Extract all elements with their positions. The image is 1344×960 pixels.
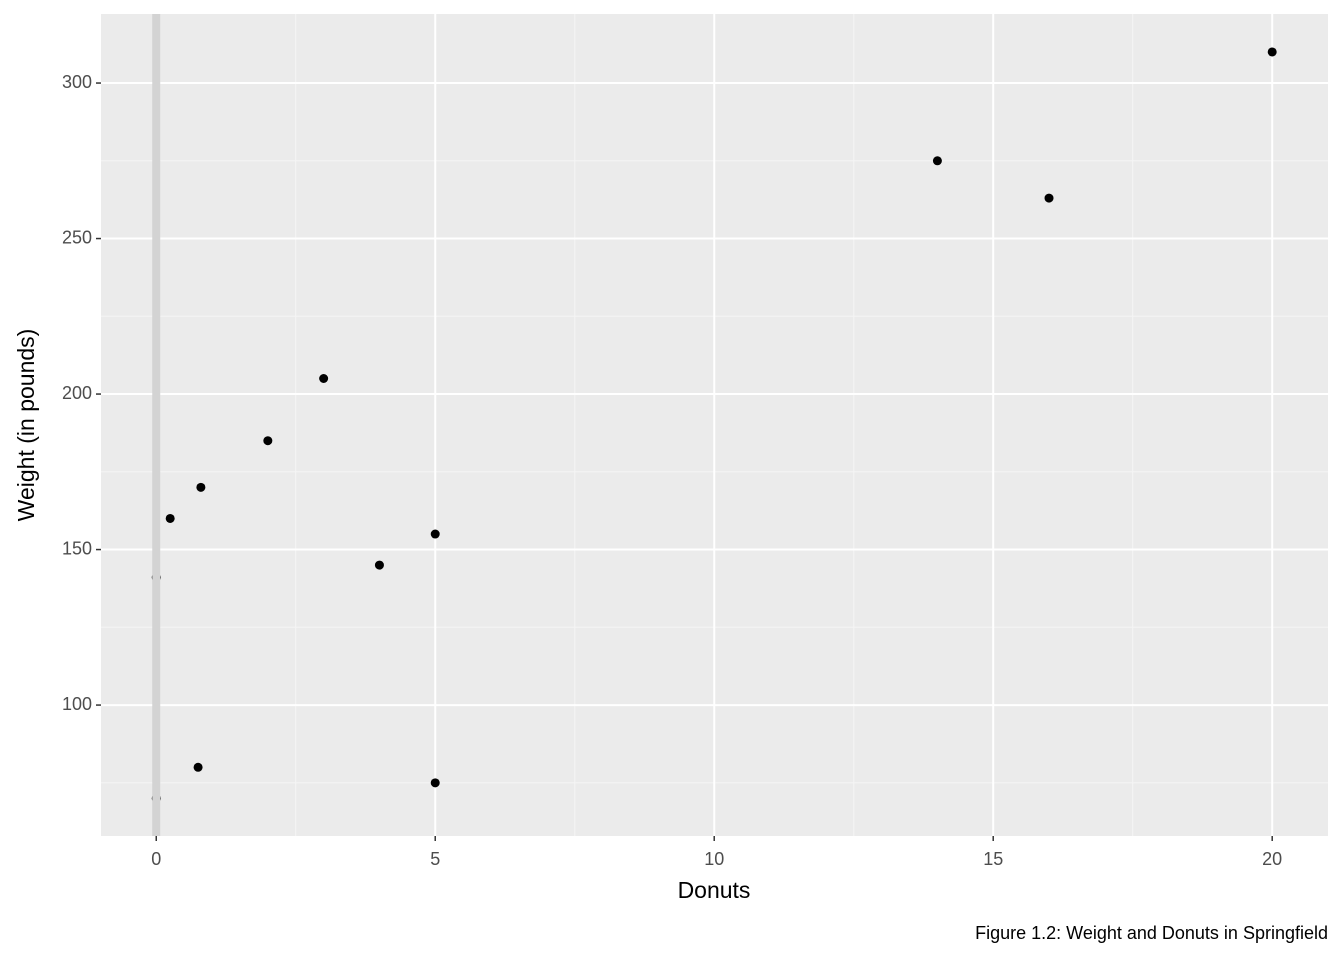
point bbox=[430, 529, 440, 539]
x-tick-label: 15 bbox=[983, 849, 1003, 869]
x-tick-label: 20 bbox=[1262, 849, 1282, 869]
y-tick-label: 200 bbox=[62, 383, 92, 403]
point bbox=[932, 156, 942, 166]
x-axis-title: Donuts bbox=[678, 877, 751, 903]
x-tick-label: 5 bbox=[430, 849, 440, 869]
caption: Figure 1.2: Weight and Donuts in Springf… bbox=[975, 923, 1328, 943]
y-tick-label: 100 bbox=[62, 694, 92, 714]
point bbox=[319, 374, 329, 384]
y-tick-label: 150 bbox=[62, 538, 92, 558]
point bbox=[196, 482, 206, 492]
y-axis-title: Weight (in pounds) bbox=[13, 329, 39, 522]
point bbox=[1044, 193, 1054, 203]
x-tick-label: 0 bbox=[151, 849, 161, 869]
point bbox=[165, 513, 175, 523]
x-tick-label: 10 bbox=[704, 849, 724, 869]
point bbox=[263, 436, 273, 446]
point bbox=[193, 762, 203, 772]
point bbox=[430, 778, 440, 788]
y-tick-label: 300 bbox=[62, 72, 92, 92]
y-tick-label: 250 bbox=[62, 227, 92, 247]
point bbox=[1267, 47, 1277, 57]
point bbox=[374, 560, 384, 570]
